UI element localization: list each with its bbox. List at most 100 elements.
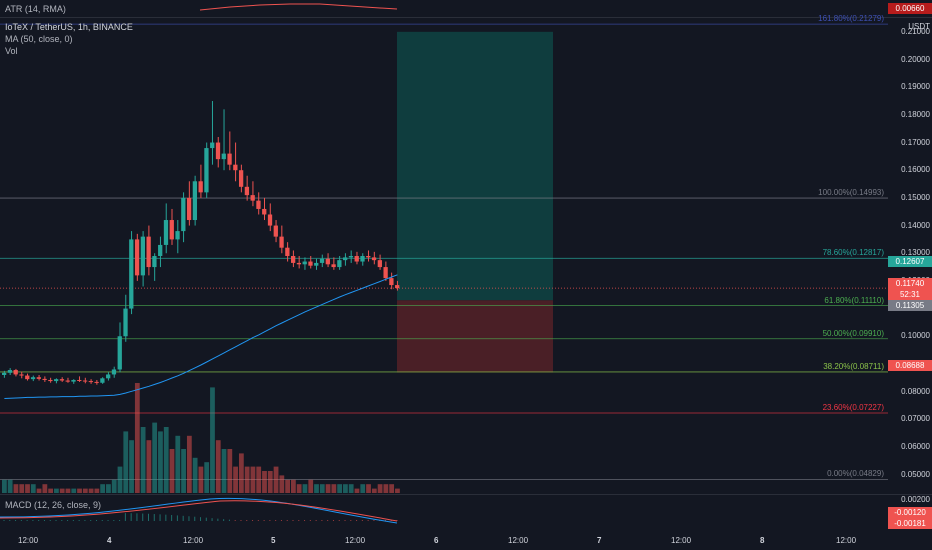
candle-body — [65, 380, 70, 382]
currency-label: USDT — [908, 22, 930, 31]
price-tick: 0.07000 — [901, 414, 930, 424]
volume-bar — [366, 484, 371, 493]
price-tick: 0.08000 — [901, 386, 930, 396]
candle-body — [221, 153, 226, 160]
volume-bar — [186, 435, 192, 493]
volume-bar — [308, 479, 314, 493]
volume-bar — [111, 479, 117, 493]
time-label: 12:00 — [836, 536, 857, 545]
candle-body — [181, 197, 186, 232]
price-tick: 0.14000 — [901, 220, 930, 230]
candle-body — [273, 225, 278, 237]
volume-bar — [360, 484, 366, 493]
macd-scale[interactable]: 0.00200 -0.00120 -0.00181 — [888, 495, 932, 531]
candle-body — [158, 244, 163, 256]
volume-bar — [291, 479, 296, 493]
fib-label: 50.00%(0.09910) — [822, 328, 884, 338]
candle-body — [77, 379, 82, 381]
macd-value-tag: -0.00120 — [888, 507, 932, 518]
signal-line — [0, 500, 398, 522]
atr-scale[interactable]: 0.00660 — [888, 0, 932, 18]
candle-body — [210, 142, 215, 149]
candle-body — [94, 381, 99, 383]
candle-body — [111, 369, 117, 375]
price-scale[interactable]: 0.21000 0.20000 0.19000 0.18000 0.17000 0.160… — [888, 18, 932, 495]
fib-label: 100.00%(0.14993) — [818, 188, 884, 198]
volume-bar — [129, 440, 134, 493]
macd-legend: MACD (12, 26, close, 9) — [5, 500, 102, 510]
candle-body — [331, 264, 336, 268]
candle-body — [383, 267, 388, 279]
candle-body — [186, 197, 192, 221]
time-axis[interactable]: 12:00 4 12:00 5 12:00 6 12:00 7 12:00 8 12:00 — [0, 532, 932, 550]
volume-bar — [88, 488, 94, 493]
target-zone — [397, 31, 553, 301]
signal-value-tag: -0.00181 — [888, 518, 932, 529]
price-tick: 0.10000 — [901, 331, 930, 341]
price-chart[interactable] — [0, 18, 888, 494]
candle-body — [337, 260, 342, 268]
candle-body — [291, 256, 296, 263]
volume-bar — [262, 471, 267, 493]
volume-bar — [337, 484, 343, 493]
time-label: 6 — [434, 536, 439, 545]
price-tick: 0.06000 — [901, 441, 930, 451]
candle-body — [134, 239, 140, 276]
candle-body — [395, 285, 400, 289]
candle-body — [82, 380, 88, 382]
candle-body — [389, 278, 394, 286]
price-tick: 0.13000 — [901, 248, 930, 258]
price-tick: 0.15000 — [901, 192, 930, 202]
symbol-legend: IoTeX / TetherUS, 1h, BINANCE — [5, 22, 133, 32]
volume-bar — [169, 449, 175, 493]
volume-bar — [42, 484, 48, 493]
candle-body — [100, 378, 105, 383]
candle-body — [267, 214, 273, 226]
volume-bar — [343, 484, 348, 493]
price-tick: 0.17000 — [901, 137, 930, 147]
candle-body — [2, 372, 7, 375]
volume-bar — [371, 488, 377, 493]
volume-bar — [215, 440, 221, 493]
volume-bar — [2, 479, 7, 493]
candle-body — [36, 377, 41, 379]
volume-bar — [65, 488, 71, 493]
volume-bar — [152, 422, 158, 493]
candle-body — [360, 256, 365, 262]
candle-body — [354, 256, 359, 262]
macd-chart — [0, 497, 398, 524]
volume-bar — [256, 466, 262, 493]
candle-body — [30, 377, 36, 380]
last-price-tag: 0.11740 — [888, 278, 932, 289]
atr-pane[interactable]: ATR (14, RMA) — [0, 0, 888, 18]
volume-bar — [100, 484, 106, 493]
countdown-tag: 52:31 — [888, 289, 932, 300]
volume-bar — [19, 484, 25, 493]
volume-bar — [314, 484, 319, 493]
macd-line — [0, 497, 398, 524]
volume-bar — [123, 431, 129, 493]
target-price-tag: 0.12607 — [888, 256, 932, 267]
fib-label: 0.00%(0.04829) — [827, 469, 884, 479]
volume-bar — [238, 453, 244, 493]
volume-bar — [267, 471, 273, 493]
time-label: 12:00 — [18, 536, 39, 545]
volume-bar — [221, 449, 227, 493]
candle-body — [129, 239, 134, 309]
volume-bar — [395, 488, 400, 493]
main-chart-pane[interactable]: IoTeX / TetherUS, 1h, BINANCE MA (50, cl… — [0, 14, 888, 495]
volume-bar — [134, 383, 140, 493]
price-tick: 0.16000 — [901, 165, 930, 175]
volume-bar — [192, 457, 198, 493]
volume-bar — [279, 475, 285, 493]
volume-bar — [233, 466, 238, 493]
candle-body — [227, 153, 232, 165]
macd-pane[interactable]: MACD (12, 26, close, 9) — [0, 495, 888, 531]
candle-body — [343, 257, 348, 261]
candle-body — [314, 262, 319, 266]
volume-bar — [54, 488, 59, 493]
candle-body — [71, 379, 76, 382]
candle-body — [319, 258, 325, 263]
candle-body — [256, 200, 261, 209]
volume-bar — [198, 466, 204, 493]
